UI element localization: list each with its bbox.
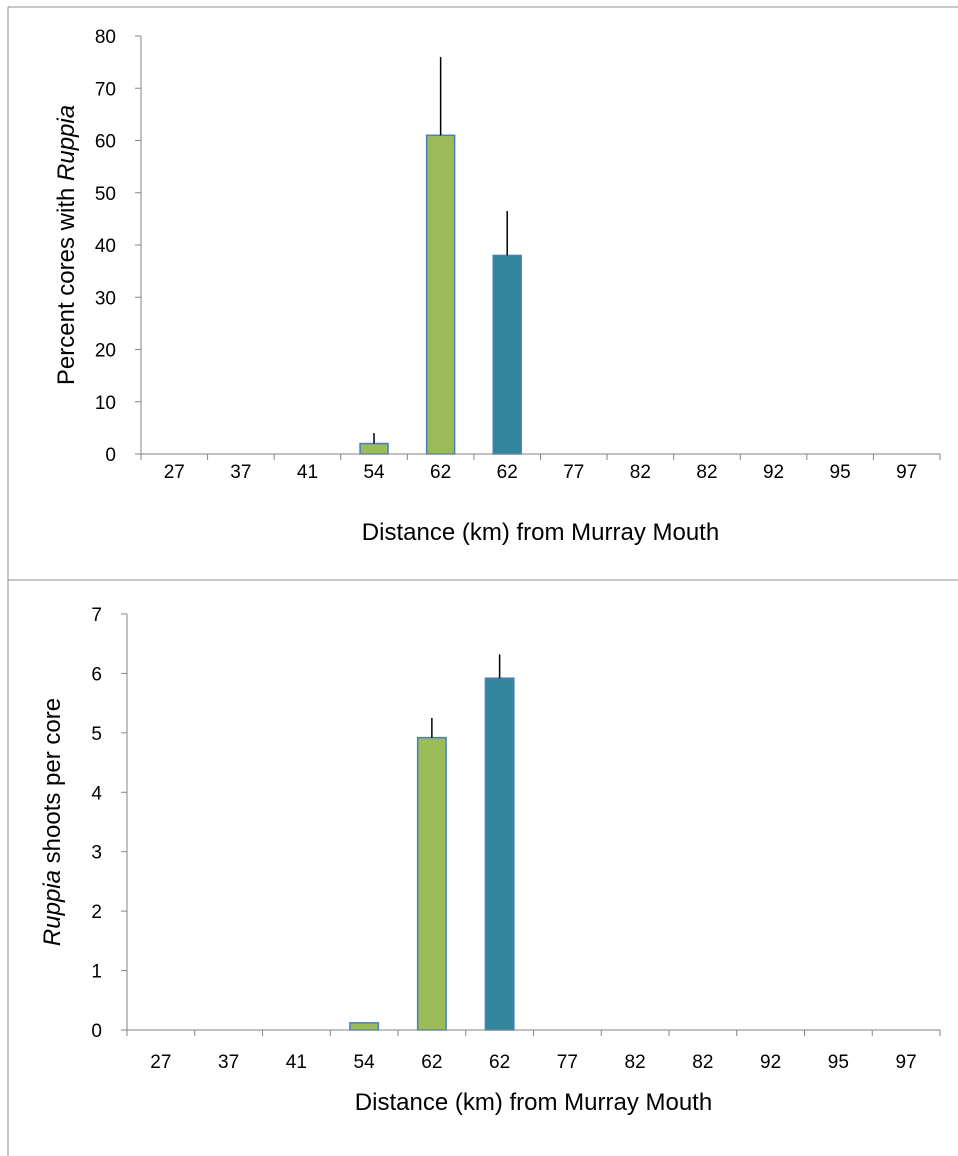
y-tick-label: 80 (95, 27, 116, 48)
y-axis-title: Percent cores with Ruppia (53, 105, 80, 385)
y-tick-label: 20 (95, 341, 116, 362)
x-axis-title: Distance (km) from Murray Mouth (355, 1089, 712, 1116)
x-tick-label: 27 (150, 1052, 171, 1073)
x-tick-label: 62 (430, 462, 451, 483)
y-axis-title-italic: Ruppia (39, 870, 66, 946)
x-axis-title: Distance (km) from Murray Mouth (362, 519, 719, 546)
bar (349, 1022, 380, 1031)
y-tick-label: 3 (91, 843, 102, 864)
bar (492, 254, 522, 455)
x-tick-label: 82 (692, 1052, 713, 1073)
y-tick-label: 50 (95, 184, 116, 205)
x-tick-label: 37 (218, 1052, 239, 1073)
y-tick-label: 60 (95, 132, 116, 153)
chart-shoots-per-core: 0 1 2 3 4 5 6 7 27 37 41 54 62 62 77 82 82 92 95 97 Distance… (39, 605, 941, 1116)
y-tick-label: 2 (91, 902, 102, 923)
y-tick-label: 4 (91, 783, 102, 804)
y-tick-label: 70 (95, 79, 116, 100)
y-tick-label: 40 (95, 236, 116, 257)
y-tick-label: 1 (91, 962, 102, 983)
y-axis-title-suffix: shoots per core (39, 698, 66, 870)
x-tick-label: 92 (760, 1052, 781, 1073)
y-tick-label: 10 (95, 393, 116, 414)
y-axis-title: Ruppia shoots per core (39, 698, 66, 946)
x-tick-label: 41 (297, 462, 318, 483)
y-tick-label: 0 (105, 445, 116, 466)
x-tick-label: 97 (896, 462, 917, 483)
y-axis-title-italic: Ruppia (53, 105, 80, 181)
bar (359, 442, 389, 455)
x-tick-label: 62 (497, 462, 518, 483)
panel-frames (7, 6, 958, 1156)
y-tick-label: 7 (91, 605, 102, 626)
bar (416, 736, 447, 1031)
chart-percent-cores: 0 10 20 30 40 50 60 70 80 27 37 41 54 62 62 77 82 82 92 95 9… (53, 27, 941, 546)
bar (484, 677, 515, 1031)
x-tick-label: 41 (286, 1052, 307, 1073)
x-tick-label: 62 (421, 1052, 442, 1073)
y-tick-label: 0 (91, 1021, 102, 1042)
x-tick-label: 92 (763, 462, 784, 483)
x-tick-label: 62 (489, 1052, 510, 1073)
x-tick-label: 82 (696, 462, 717, 483)
x-tick-label: 37 (230, 462, 251, 483)
x-tick-label: 95 (828, 1052, 849, 1073)
y-tick-label: 6 (91, 664, 102, 685)
y-tick-label: 30 (95, 288, 116, 309)
x-tick-label: 95 (830, 462, 851, 483)
x-tick-label: 97 (896, 1052, 917, 1073)
x-tick-label: 82 (630, 462, 651, 483)
x-tick-label: 77 (557, 1052, 578, 1073)
y-axis-title-prefix: Percent cores with (53, 181, 80, 385)
bar (425, 134, 456, 455)
x-tick-label: 82 (625, 1052, 646, 1073)
x-tick-label: 27 (164, 462, 185, 483)
x-tick-label: 54 (363, 462, 385, 483)
y-tick-label: 5 (91, 724, 102, 745)
x-tick-label: 54 (354, 1052, 376, 1073)
x-tick-label: 77 (563, 462, 584, 483)
